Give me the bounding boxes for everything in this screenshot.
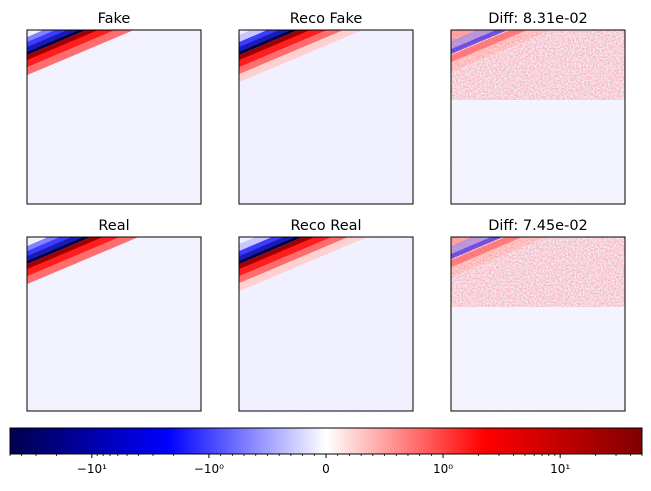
panel-title: Reco Real bbox=[290, 218, 361, 234]
panel-title: Real bbox=[98, 218, 129, 234]
colorbar-gradient bbox=[10, 428, 642, 454]
panel-frame bbox=[450, 29, 626, 205]
band-zero-line bbox=[27, 237, 91, 265]
panel-reco-real: Reco Real bbox=[238, 218, 414, 412]
panel-frame bbox=[26, 29, 202, 205]
band-red-faint bbox=[239, 237, 368, 292]
colorbar-tick-label: 10⁰ bbox=[433, 462, 453, 476]
panel-title: Diff: 8.31e-02 bbox=[488, 11, 588, 27]
residual-speckle bbox=[451, 237, 625, 307]
colorbar-tick-label: −10¹ bbox=[77, 462, 107, 476]
panel-frame bbox=[238, 236, 414, 412]
panel-diff-real: Diff: 7.45e-02 bbox=[450, 218, 626, 412]
panel-frame bbox=[26, 236, 202, 412]
panel-title: Fake bbox=[98, 11, 131, 27]
panel-title: Diff: 7.45e-02 bbox=[488, 218, 588, 234]
band-red-light bbox=[27, 30, 134, 76]
panel-fake: Fake bbox=[26, 11, 202, 205]
panel-title: Reco Fake bbox=[290, 11, 363, 27]
colorbar-tick-label: −10⁰ bbox=[194, 462, 224, 476]
band-red-faint bbox=[239, 30, 363, 83]
panel-reco-fake: Reco Fake bbox=[238, 11, 414, 205]
panel-diff-fake: Diff: 8.31e-02 bbox=[450, 11, 626, 205]
band-zero-line bbox=[239, 237, 303, 265]
panel-frame bbox=[450, 236, 626, 412]
colorbar-tick-label: 0 bbox=[322, 462, 330, 476]
colorbar-tick-label: 10¹ bbox=[550, 462, 570, 476]
panel-real: Real bbox=[26, 218, 202, 412]
residual-speckle bbox=[451, 30, 625, 100]
band-red-light bbox=[27, 237, 139, 285]
panel-frame bbox=[238, 29, 414, 205]
colorbar: −10¹ −10⁰ 0 10⁰ 10¹ bbox=[9, 427, 643, 476]
